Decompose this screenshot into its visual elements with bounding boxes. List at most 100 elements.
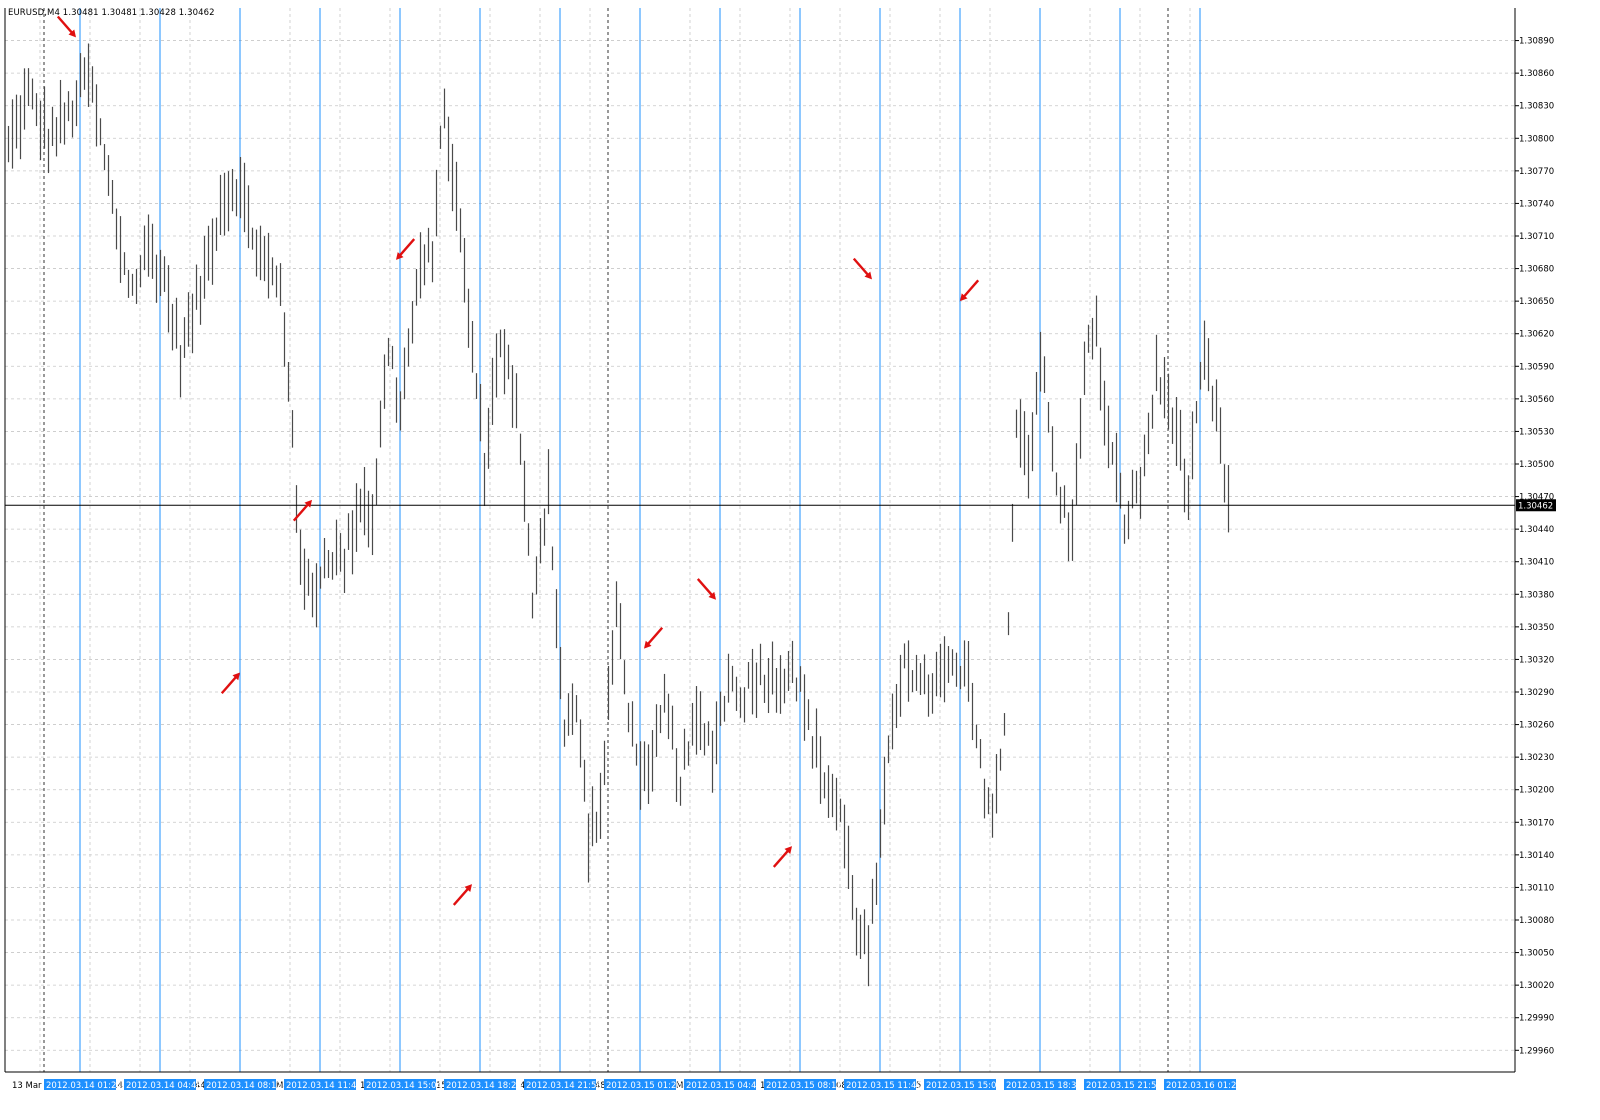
- arrow-head: [644, 640, 652, 649]
- price-tick-label: 1.30530: [1519, 427, 1554, 437]
- price-tick-label: 1.30440: [1519, 525, 1554, 535]
- price-tick-label: 1.30830: [1519, 102, 1554, 112]
- time-axis-label: 13 Mar 2012: [12, 1081, 66, 1091]
- time-axis-label: :48: [592, 1081, 606, 1091]
- price-tick-label: 1.30650: [1519, 297, 1554, 307]
- vertical-line-label-4[interactable]: 2012.03.14 15:04: [364, 1079, 442, 1091]
- vertical-line-label-8[interactable]: 2012.03.15 04:48: [684, 1079, 762, 1091]
- vertical-line-label-text: 2012.03.14 04:48: [126, 1081, 202, 1091]
- vertical-line-label-bg: [1004, 1079, 1076, 1090]
- arrow-marker-3: [396, 238, 416, 260]
- current-price-label: 1.30462: [1516, 499, 1556, 512]
- vertical-line-label-5[interactable]: 2012.03.14 18:28: [444, 1079, 522, 1091]
- vertical-line-label-text: 2012.03.15 11:40: [846, 1081, 922, 1091]
- vertical-line-label-text: 2012.03.15 15:04: [926, 1081, 1002, 1091]
- price-tick-label: 1.30620: [1519, 330, 1554, 340]
- vertical-line-label-text: 2012.03.14 08:12: [206, 1081, 282, 1091]
- price-tick-label: 1.30170: [1519, 818, 1554, 828]
- arrow-shaft: [292, 502, 311, 522]
- vertical-line-label-text: 2012.03.14 01:24: [46, 1081, 122, 1091]
- vertical-line-label-bg: [684, 1079, 756, 1090]
- arrow-shaft: [452, 886, 471, 906]
- chart-window: 1.30890 1.30860 1.30830 1.30800 1.30770 1.307…: [0, 0, 1567, 1097]
- price-tick-label: 1.29960: [1519, 1046, 1554, 1056]
- vertical-line-label-text: 2012.03.16 01:24: [1166, 1081, 1242, 1091]
- price-tick-label: 1.30800: [1519, 134, 1554, 144]
- vertical-line-label-text: 2012.03.15 18:32: [1006, 1081, 1082, 1091]
- vertical-line-label-14[interactable]: 2012.03.16 01:24: [1164, 1079, 1242, 1091]
- arrow-shaft: [772, 848, 791, 868]
- arrow-shaft: [56, 15, 75, 36]
- vertical-line-label-text: 2012.03.14 18:28: [446, 1081, 522, 1091]
- price-tick-label: 1.30470: [1519, 493, 1554, 503]
- price-tick-label: 1.30050: [1519, 949, 1554, 959]
- price-tick-label: 1.30380: [1519, 590, 1554, 600]
- vertical-line-label-bg: [1084, 1079, 1156, 1090]
- price-tick-label: 1.30110: [1519, 883, 1554, 893]
- price-tick-label: 1.30140: [1519, 851, 1554, 861]
- price-tick-label: 1.30020: [1519, 981, 1554, 991]
- arrow-head: [396, 252, 404, 260]
- price-tick-label: 1.30560: [1519, 395, 1554, 405]
- arrow-marker-7: [772, 846, 792, 868]
- arrow-shaft: [397, 238, 416, 258]
- vertical-line-label-9[interactable]: 2012.03.15 08:12: [764, 1079, 842, 1091]
- arrow-head: [784, 846, 792, 854]
- arrow-head: [464, 884, 472, 892]
- price-tick-label: 1.30710: [1519, 232, 1554, 242]
- vertical-line-label-3[interactable]: 2012.03.14 11:40: [284, 1079, 362, 1091]
- price-tick-label: 1.30860: [1519, 69, 1554, 79]
- arrow-head: [708, 591, 716, 600]
- price-tick-label: 1.30260: [1519, 721, 1554, 731]
- price-tick-label: 1.30200: [1519, 786, 1554, 796]
- price-tick-label: 1.30890: [1519, 37, 1554, 47]
- arrow-marker-2: [292, 499, 312, 522]
- vertical-line-label-bg: [1164, 1079, 1236, 1090]
- vertical-line-label-bg: [124, 1079, 196, 1090]
- vertical-line-label-1[interactable]: 2012.03.14 04:48: [124, 1079, 202, 1091]
- arrow-head: [68, 29, 76, 38]
- vertical-line-label-2[interactable]: 2012.03.14 08:12: [204, 1079, 282, 1091]
- arrow-marker-5: [644, 626, 664, 649]
- arrow-marker-4: [452, 884, 472, 906]
- price-tick-label: 1.30350: [1519, 623, 1554, 633]
- price-chart[interactable]: 1.30890 1.30860 1.30830 1.30800 1.30770 1.307…: [0, 0, 1567, 1097]
- arrow-shaft: [645, 626, 664, 647]
- vertical-line-label-bg: [604, 1079, 676, 1090]
- price-tick-label: 1.30740: [1519, 199, 1554, 209]
- vertical-line-label-7[interactable]: 2012.03.15 01:20: [604, 1079, 682, 1091]
- arrow-marker-6: [696, 578, 716, 600]
- price-tick-label: 1.30320: [1519, 655, 1554, 665]
- vertical-line-label-bg: [364, 1079, 436, 1090]
- vertical-line-label-10[interactable]: 2012.03.15 11:40: [844, 1079, 922, 1091]
- arrow-marker-1: [220, 672, 240, 695]
- arrow-shaft: [852, 257, 871, 278]
- price-tick-label: 1.30080: [1519, 916, 1554, 926]
- vertical-line-label-11[interactable]: 2012.03.15 15:04: [924, 1079, 1002, 1091]
- vertical-line-label-0[interactable]: 2012.03.14 01:24: [44, 1079, 122, 1091]
- arrow-shaft: [961, 279, 980, 299]
- price-tick-label: 1.30230: [1519, 753, 1554, 763]
- vertical-line-label-6[interactable]: 2012.03.14 21:56: [524, 1079, 602, 1091]
- time-axis-label: :44: [192, 1081, 206, 1091]
- vertical-line-label-bg: [284, 1079, 356, 1090]
- current-price-label-text: 1.30462: [1518, 501, 1553, 511]
- price-tick-label: 1.30410: [1519, 558, 1554, 568]
- vertical-line-label-13[interactable]: 2012.03.15 21:56: [1084, 1079, 1162, 1091]
- arrow-head: [304, 499, 312, 508]
- vertical-line-label-bg: [524, 1079, 596, 1090]
- price-tick-label: 1.30680: [1519, 265, 1554, 275]
- price-tick-label: 1.30500: [1519, 460, 1554, 470]
- arrow-head: [864, 271, 872, 280]
- current-price-label-bg: [1516, 499, 1556, 512]
- vertical-line-label-bg: [844, 1079, 916, 1090]
- vertical-line-label-bg: [444, 1079, 516, 1090]
- vertical-line-label-text: 2012.03.15 08:12: [766, 1081, 842, 1091]
- vertical-line-label-12[interactable]: 2012.03.15 18:32: [1004, 1079, 1082, 1091]
- arrow-marker-8: [852, 257, 872, 280]
- vertical-line-label-bg: [764, 1079, 836, 1090]
- arrow-head: [960, 293, 968, 302]
- arrow-shaft: [696, 578, 715, 598]
- vertical-line-label-text: 2012.03.15 21:56: [1086, 1081, 1162, 1091]
- vertical-line-label-text: 2012.03.14 15:04: [366, 1081, 442, 1091]
